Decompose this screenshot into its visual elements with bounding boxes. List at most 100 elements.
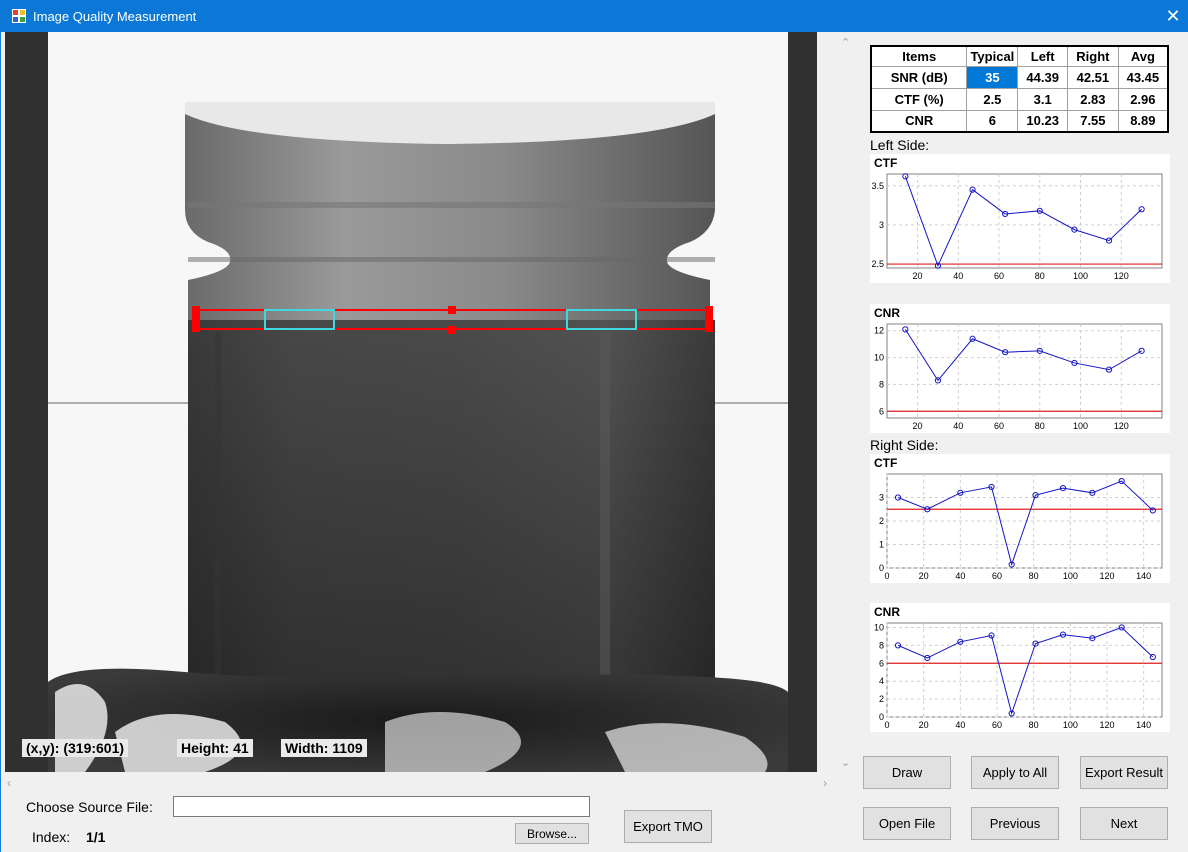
x-tick-label: 40: [953, 421, 963, 431]
data-point: [1105, 237, 1113, 244]
scroll-up-icon[interactable]: ⌃: [841, 37, 851, 49]
table-cell: 10.23: [1017, 109, 1069, 133]
data-point: [902, 326, 909, 333]
x-tick-label: 80: [1029, 571, 1039, 581]
y-tick-label: 12: [874, 326, 884, 336]
draw-button[interactable]: Draw: [863, 756, 951, 789]
table-cell: 43.45: [1117, 65, 1169, 89]
close-icon[interactable]: ✕: [1165, 6, 1181, 26]
roi-handle-right[interactable]: [705, 306, 713, 332]
y-tick-label: 8: [879, 640, 884, 650]
next-button[interactable]: Next: [1080, 807, 1168, 840]
x-tick-label: 60: [992, 571, 1002, 581]
data-point: [1002, 210, 1009, 218]
scroll-down-icon[interactable]: ⌄: [841, 757, 851, 769]
right-side-label: Right Side:: [870, 437, 939, 453]
width-readout: Width: 1109: [281, 739, 367, 757]
table-cell: 2.96: [1117, 87, 1169, 111]
x-tick-label: 100: [1073, 421, 1088, 431]
table-cell-selected[interactable]: 35: [966, 65, 1019, 89]
x-tick-label: 120: [1099, 720, 1114, 730]
table-cell: SNR (dB): [870, 65, 968, 89]
table-row: CTF (%) 2.5 3.1 2.83 2.96: [870, 87, 1169, 111]
source-file-input[interactable]: [173, 796, 590, 817]
window-title: Image Quality Measurement: [33, 9, 197, 24]
roi-handle-top[interactable]: [448, 306, 456, 314]
plot-area: [886, 622, 1163, 718]
roi-left-region: [264, 309, 335, 330]
table-cell: 42.51: [1067, 65, 1119, 89]
results-table: Items Typical Left Right Avg SNR (dB) 35…: [870, 45, 1169, 133]
open-file-button[interactable]: Open File: [863, 807, 951, 840]
apply-to-all-button[interactable]: Apply to All: [971, 756, 1059, 789]
data-point: [988, 632, 995, 639]
chart-title: CTF: [874, 156, 898, 170]
image-viewer[interactable]: (x,y): (319:601) Height: 41 Width: 1109: [5, 32, 817, 772]
xray-image: [48, 32, 788, 772]
y-tick-label: 4: [879, 676, 884, 686]
scroll-right-icon[interactable]: ›: [823, 776, 827, 790]
data-point: [1138, 206, 1145, 213]
scroll-left-icon[interactable]: ‹: [7, 776, 11, 790]
plot-area: [886, 323, 1163, 419]
table-cell[interactable]: 6: [966, 109, 1019, 133]
x-tick-label: 40: [955, 571, 965, 581]
data-point: [1138, 347, 1145, 354]
x-tick-label: 140: [1136, 720, 1151, 730]
data-point: [1002, 349, 1009, 356]
data-point: [894, 642, 902, 649]
data-point: [894, 494, 902, 501]
roi-handle-left[interactable]: [192, 306, 200, 332]
x-tick-label: 120: [1099, 571, 1114, 581]
table-cell: 44.39: [1017, 65, 1069, 89]
x-tick-label: 60: [994, 421, 1004, 431]
left-cnr-chart: 20 40 60 80 100 120 6 8 10 12 CNR: [870, 304, 1170, 433]
data-point: [934, 262, 942, 269]
table-row: CNR 6 10.23 7.55 8.89: [870, 109, 1169, 133]
y-tick-label: 8: [879, 379, 884, 389]
data-point: [969, 335, 976, 342]
x-tick-label: 100: [1063, 571, 1078, 581]
table-cell: 3.1: [1017, 87, 1069, 111]
x-tick-label: 100: [1073, 271, 1088, 281]
export-tmo-button[interactable]: Export TMO: [624, 810, 712, 843]
chart-title: CTF: [874, 456, 898, 470]
data-point: [1036, 347, 1043, 354]
main-window: (x,y): (319:601) Height: 41 Width: 1109 …: [0, 32, 1188, 852]
table-cell[interactable]: 2.5: [966, 87, 1019, 111]
header-avg: Avg: [1117, 45, 1169, 67]
y-tick-label: 10: [874, 622, 884, 632]
data-point: [1008, 561, 1015, 568]
source-file-label: Choose Source File:: [26, 799, 153, 815]
plot-area: [886, 473, 1163, 569]
table-cell: 2.83: [1067, 87, 1119, 111]
y-tick-label: 2: [879, 516, 884, 526]
previous-button[interactable]: Previous: [971, 807, 1059, 840]
data-point: [1149, 653, 1156, 661]
export-result-button[interactable]: Export Result: [1080, 756, 1168, 789]
results-header-row: Items Typical Left Right Avg: [870, 45, 1169, 67]
browse-button[interactable]: Browse...: [515, 823, 589, 844]
x-tick-label: 20: [913, 421, 923, 431]
x-tick-label: 20: [913, 271, 923, 281]
header-typical: Typical: [966, 45, 1019, 67]
index-value: 1/1: [86, 829, 106, 845]
x-tick-label: 0: [884, 720, 889, 730]
chart-canvas: 0 20 40 60 80 100 120 140 0 1 2 3: [879, 473, 1163, 581]
chart-canvas: 20 40 60 80 100 120 6 8 10 12: [874, 323, 1163, 431]
y-tick-label: 0: [879, 712, 884, 722]
x-tick-label: 80: [1029, 720, 1039, 730]
y-tick-label: 0: [879, 563, 884, 573]
plot-area: [886, 173, 1163, 269]
roi-handle-bottom[interactable]: [448, 326, 456, 334]
horizontal-scrollbar[interactable]: ‹ ›: [5, 776, 835, 790]
data-point: [957, 638, 964, 645]
data-point: [988, 483, 995, 491]
x-tick-label: 120: [1114, 421, 1129, 431]
data-point: [1071, 359, 1078, 367]
x-tick-label: 140: [1136, 571, 1151, 581]
data-point: [1032, 492, 1039, 499]
data-point: [1008, 710, 1015, 717]
table-cell: CNR: [870, 109, 968, 133]
data-point: [1071, 226, 1078, 233]
